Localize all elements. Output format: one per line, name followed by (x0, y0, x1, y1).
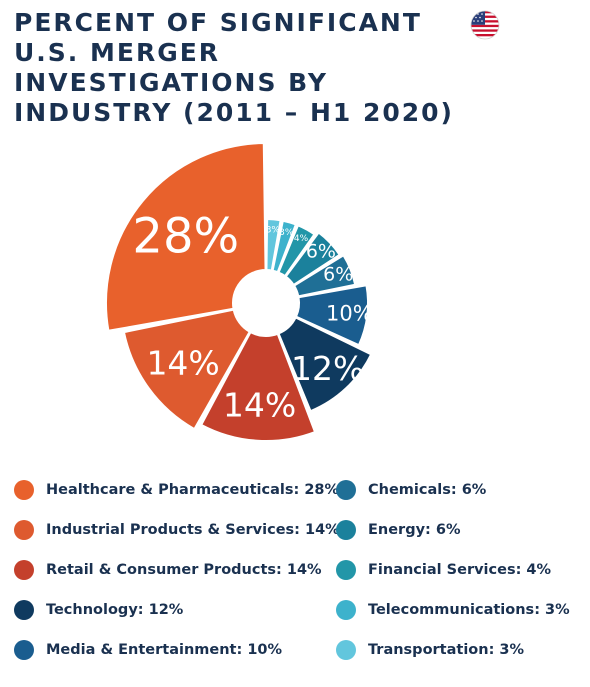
legend-item-healthcare-pharmaceuticals: Healthcare & Pharmaceuticals: 28% (14, 478, 339, 502)
legend-label: Industrial Products & Services: 14% (46, 522, 340, 538)
legend-swatch (336, 640, 356, 660)
pie-slice-healthcare-pharmaceuticals (105, 142, 267, 332)
slice-label-energy: 6% (306, 240, 336, 262)
legend-label: Retail & Consumer Products: 14% (46, 562, 322, 578)
legend-swatch (14, 560, 34, 580)
legend-item-media-entertainment: Media & Entertainment: 10% (14, 638, 282, 662)
legend-item-chemicals: Chemicals: 6% (336, 478, 486, 502)
slice-label-healthcare-pharmaceuticals: 28% (132, 209, 239, 265)
legend-label: Healthcare & Pharmaceuticals: 28% (46, 482, 340, 498)
legend-label: Technology: 12% (46, 602, 184, 618)
legend-swatch (14, 600, 34, 620)
legend-swatch (14, 520, 34, 540)
legend-label: Transportation: 3% (368, 642, 525, 658)
legend-swatch (336, 480, 356, 500)
legend-item-transportation: Transportation: 3% (336, 638, 524, 662)
slice-label-industrial-products-services: 14% (146, 344, 219, 383)
slice-label-technology: 12% (291, 349, 364, 388)
legend-label: Media & Entertainment: 10% (46, 642, 283, 658)
chart-title: PERCENT OF SIGNIFICANT U.S. MERGER INVES… (14, 8, 454, 127)
pie-slice-media-entertainment (294, 284, 369, 347)
legend-swatch (14, 480, 34, 500)
pie-slice-technology (277, 316, 373, 413)
legend-swatch (336, 600, 356, 620)
us-flag-icon (470, 10, 500, 40)
legend-label: Energy: 6% (368, 522, 461, 538)
slice-label-media-entertainment: 10% (326, 302, 373, 326)
legend-swatch (336, 520, 356, 540)
pie-chart: 3% 3%4%6%6%10%12%14%14%28% (105, 142, 373, 442)
legend-item-retail-consumer-products: Retail & Consumer Products: 14% (14, 558, 322, 582)
pie-slice-industrial-products-services (122, 308, 252, 431)
legend-item-telecommunications: Telecommunications: 3% (336, 598, 570, 622)
pie-slice-retail-consumer-products (199, 330, 317, 442)
slice-label-financial-services: 4% (294, 234, 309, 244)
legend-label: Financial Services: 4% (368, 562, 552, 578)
slice-label-transportation: 3% (266, 226, 281, 236)
legend-label: Chemicals: 6% (368, 482, 487, 498)
legend-swatch (14, 640, 34, 660)
legend-item-financial-services: Financial Services: 4% (336, 558, 551, 582)
legend-item-energy: Energy: 6% (336, 518, 461, 542)
slice-label-chemicals: 6% (323, 263, 353, 285)
legend-label: Telecommunications: 3% (368, 602, 570, 618)
slice-label-retail-consumer-products: 14% (223, 386, 296, 425)
slice-label-telecommunications: 3% (279, 228, 294, 238)
legend-swatch (336, 560, 356, 580)
legend-item-industrial-products-services: Industrial Products & Services: 14% (14, 518, 340, 542)
legend-item-technology: Technology: 12% (14, 598, 183, 622)
